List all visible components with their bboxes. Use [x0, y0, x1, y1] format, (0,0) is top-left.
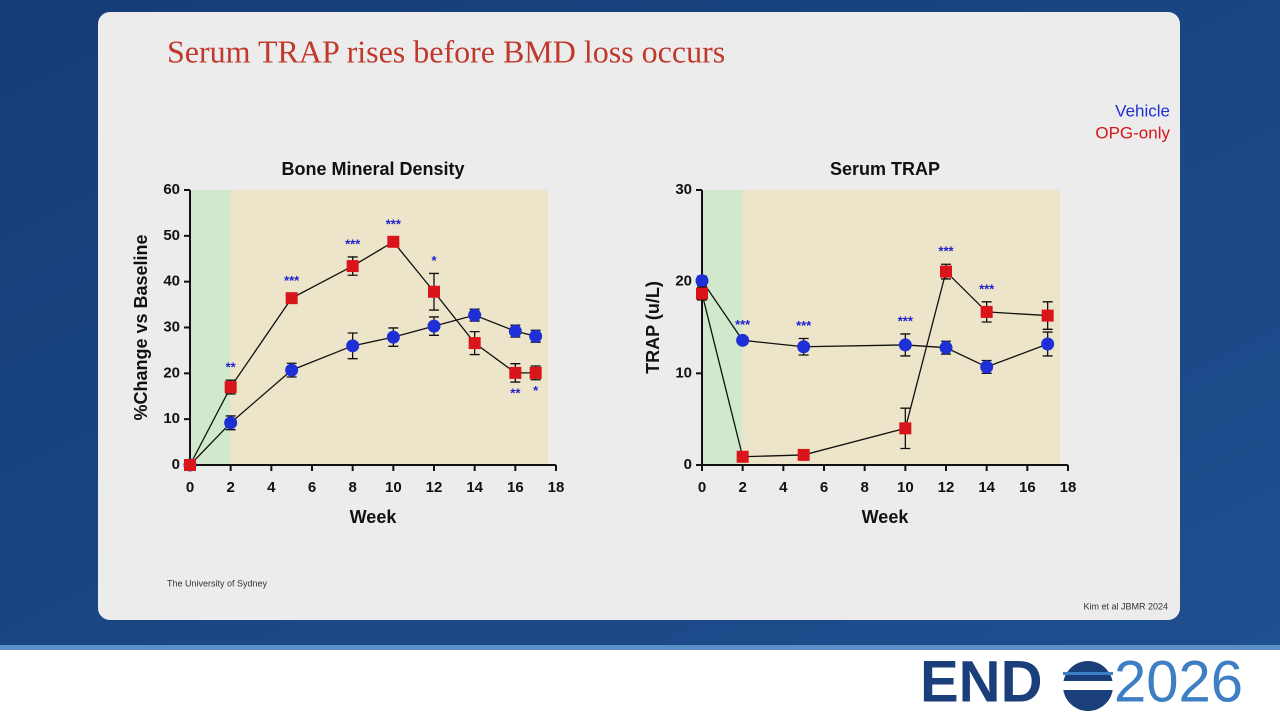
data-point	[1041, 337, 1055, 351]
x-axis-label: Week	[350, 507, 398, 527]
data-point	[980, 305, 993, 318]
legend-entry: OPG-only	[1095, 123, 1170, 142]
shaded-region	[190, 190, 231, 465]
x-tick-label: 10	[897, 479, 914, 496]
card	[98, 12, 1180, 620]
y-tick-label: 50	[163, 227, 180, 244]
significance-label: *	[431, 253, 437, 268]
x-tick-label: 2	[738, 479, 746, 496]
data-point	[285, 292, 298, 305]
significance-label: ***	[284, 273, 300, 288]
data-point	[346, 339, 360, 353]
data-point	[346, 260, 359, 273]
chart-title: Serum TRAP	[830, 159, 940, 179]
data-point	[695, 274, 709, 288]
x-tick-label: 12	[938, 479, 955, 496]
y-tick-label: 20	[163, 364, 180, 381]
significance-label: ***	[898, 313, 914, 328]
data-point	[736, 450, 749, 463]
data-point	[509, 366, 522, 379]
significance-label: ***	[345, 236, 361, 251]
significance-label: ***	[735, 317, 751, 332]
x-tick-label: 0	[698, 479, 706, 496]
logo-right: 2026	[1114, 649, 1243, 714]
x-tick-label: 6	[308, 479, 316, 496]
significance-label: ***	[938, 244, 954, 259]
x-tick-label: 10	[385, 479, 402, 496]
y-tick-label: 0	[684, 456, 692, 473]
x-tick-label: 18	[1060, 479, 1077, 496]
significance-label: *	[533, 383, 539, 398]
significance-label: **	[226, 360, 237, 375]
shaded-region	[702, 190, 743, 465]
x-tick-label: 8	[860, 479, 868, 496]
footer-left: The University of Sydney	[167, 578, 268, 588]
data-point	[898, 338, 912, 352]
x-tick-label: 8	[348, 479, 356, 496]
x-tick-label: 12	[426, 479, 443, 496]
data-point	[696, 287, 708, 300]
logo-left: END	[920, 649, 1042, 714]
data-point	[736, 333, 750, 347]
legend-entry: Vehicle	[1115, 101, 1170, 120]
x-tick-label: 4	[779, 479, 788, 496]
y-axis-label: TRAP (u/L)	[643, 281, 663, 374]
x-axis-label: Week	[862, 507, 910, 527]
shaded-region	[742, 190, 1060, 465]
data-point	[184, 459, 196, 471]
data-point	[529, 366, 542, 379]
data-point	[427, 319, 441, 333]
data-point	[980, 360, 994, 374]
data-point	[797, 448, 810, 461]
data-point	[899, 422, 912, 435]
data-point	[224, 416, 238, 430]
y-tick-label: 10	[163, 410, 180, 427]
x-tick-label: 6	[820, 479, 828, 496]
data-point	[224, 381, 237, 394]
data-point	[285, 363, 299, 377]
data-point	[386, 330, 400, 344]
logo-globe	[1060, 661, 1116, 711]
data-point	[1041, 309, 1054, 322]
data-point	[428, 285, 440, 298]
data-point	[468, 308, 482, 322]
significance-label: ***	[979, 281, 995, 296]
y-axis-label: %Change vs Baseline	[131, 234, 151, 420]
y-tick-label: 30	[163, 318, 180, 335]
significance-label: ***	[386, 217, 402, 232]
y-tick-label: 60	[163, 181, 180, 198]
slide-title: Serum TRAP rises before BMD loss occurs	[167, 33, 725, 69]
x-tick-label: 18	[548, 479, 565, 496]
x-tick-label: 16	[1019, 479, 1036, 496]
data-point	[468, 337, 481, 350]
chart-title: Bone Mineral Density	[281, 159, 464, 179]
x-tick-label: 2	[226, 479, 234, 496]
x-tick-label: 14	[978, 479, 995, 496]
y-tick-label: 30	[675, 181, 692, 198]
data-point	[797, 340, 811, 354]
footer-rule	[0, 645, 1280, 650]
data-point	[508, 324, 522, 338]
x-tick-label: 16	[507, 479, 524, 496]
x-tick-label: 4	[267, 479, 276, 496]
significance-label: ***	[796, 318, 812, 333]
x-tick-label: 0	[186, 479, 194, 496]
data-point	[387, 235, 400, 248]
significance-label: **	[510, 385, 521, 400]
data-point	[529, 329, 543, 343]
footer-right: Kim et al JBMR 2024	[1083, 601, 1168, 611]
y-tick-label: 40	[163, 273, 180, 290]
y-tick-label: 0	[172, 456, 180, 473]
y-tick-label: 20	[675, 273, 692, 290]
data-point	[939, 341, 953, 355]
data-point	[940, 265, 952, 278]
y-tick-label: 10	[675, 364, 692, 381]
x-tick-label: 14	[466, 479, 483, 496]
